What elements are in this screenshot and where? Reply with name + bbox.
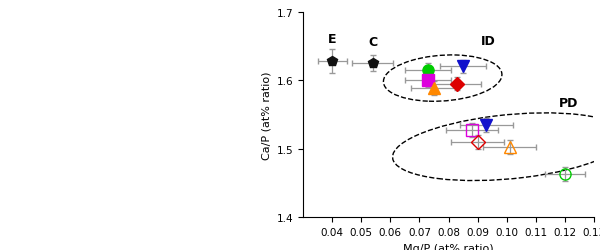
X-axis label: Mg/P (at% ratio): Mg/P (at% ratio): [403, 243, 494, 250]
Y-axis label: Ca/P (at% ratio): Ca/P (at% ratio): [261, 71, 271, 159]
Text: PD: PD: [559, 96, 578, 110]
Text: ID: ID: [481, 35, 495, 48]
Text: E: E: [328, 33, 337, 46]
Text: C: C: [368, 36, 377, 49]
